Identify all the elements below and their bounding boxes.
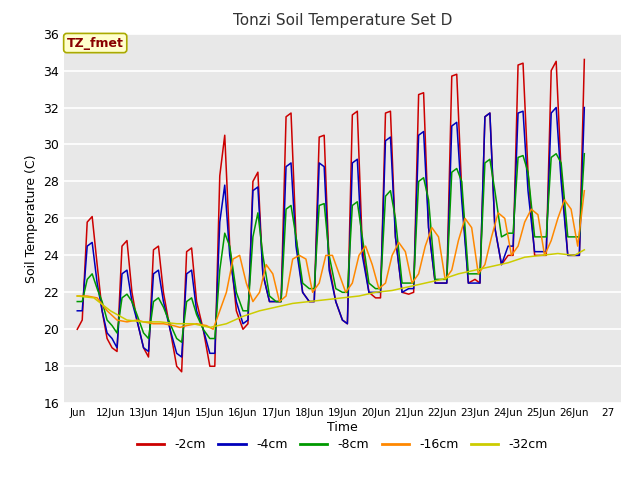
X-axis label: Time: Time	[327, 421, 358, 434]
Title: Tonzi Soil Temperature Set D: Tonzi Soil Temperature Set D	[233, 13, 452, 28]
Text: TZ_fmet: TZ_fmet	[67, 36, 124, 49]
Legend: -2cm, -4cm, -8cm, -16cm, -32cm: -2cm, -4cm, -8cm, -16cm, -32cm	[132, 433, 553, 456]
Y-axis label: Soil Temperature (C): Soil Temperature (C)	[25, 154, 38, 283]
